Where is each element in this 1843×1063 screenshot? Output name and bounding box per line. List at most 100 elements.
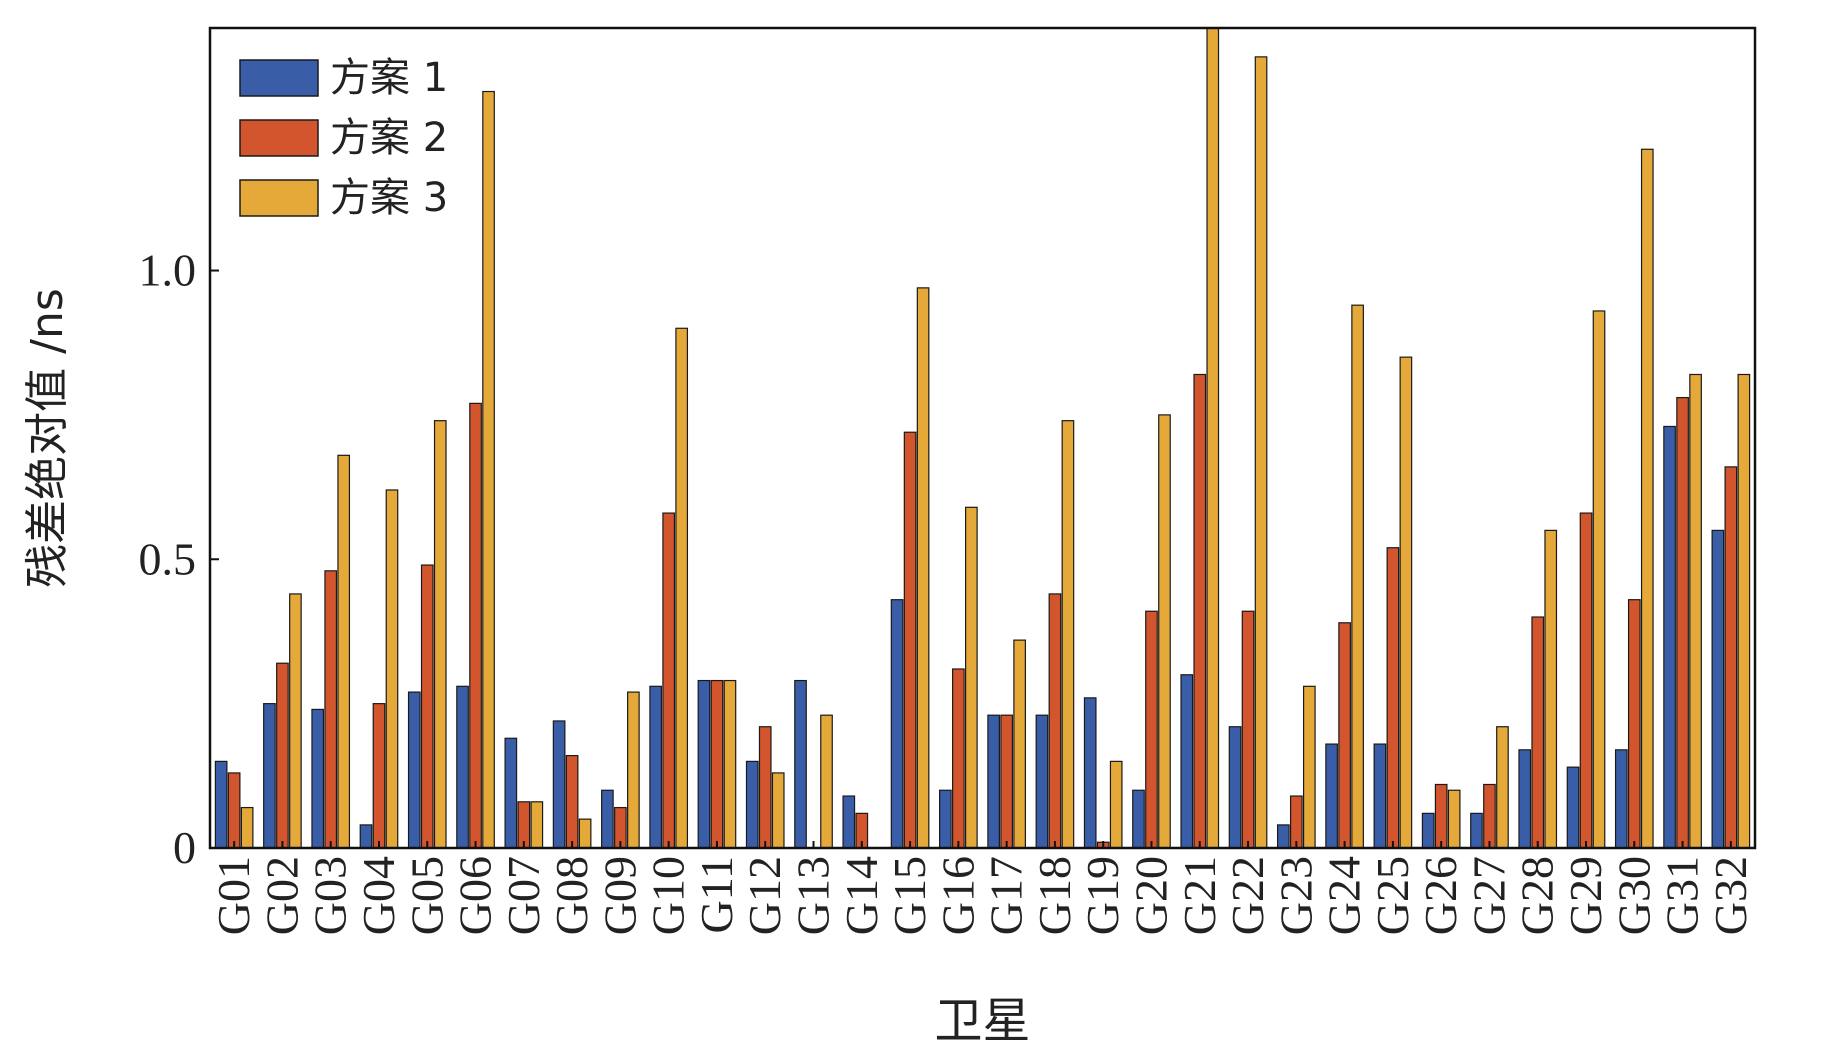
bar-G20-series-1 xyxy=(1132,789,1145,849)
bar-G01-series-1 xyxy=(214,760,228,849)
bar-G04-series-2 xyxy=(372,703,386,849)
bar-G19-series-3 xyxy=(1109,760,1123,849)
bar-G20-series-2 xyxy=(1145,610,1158,849)
x-tick-label-G17: G17 xyxy=(981,856,1032,935)
bar-G28-series-1 xyxy=(1518,749,1532,849)
bar-G15-series-1 xyxy=(890,599,904,849)
bar-G08-series-3 xyxy=(578,818,592,849)
bar-G28-series-3 xyxy=(1544,529,1558,849)
x-tick-label-G31: G31 xyxy=(1657,856,1708,935)
bar-G22-series-2 xyxy=(1241,610,1255,849)
bar-G30-series-1 xyxy=(1614,749,1628,849)
bar-G29-series-2 xyxy=(1579,512,1593,849)
bar-G27-series-1 xyxy=(1470,812,1483,849)
x-tick-label-G08: G08 xyxy=(546,856,597,935)
bar-G17-series-2 xyxy=(1000,714,1013,849)
x-tick-label-G26: G26 xyxy=(1415,856,1466,935)
bar-G12-series-1 xyxy=(745,760,759,849)
bar-G17-series-3 xyxy=(1013,639,1026,849)
bar-G19-series-1 xyxy=(1083,697,1097,849)
legend-label-series-3: 方案 3 xyxy=(330,175,448,221)
x-tick-label-G32: G32 xyxy=(1705,856,1756,935)
bar-G32-series-2 xyxy=(1724,466,1738,849)
bar-G13-series-3 xyxy=(820,714,833,849)
bar-G29-series-3 xyxy=(1592,310,1606,849)
x-tick-label-G13: G13 xyxy=(788,856,839,935)
x-tick-label-G19: G19 xyxy=(1077,856,1128,935)
x-tick-label-G06: G06 xyxy=(450,856,501,935)
y-tick-label: 0.5 xyxy=(139,533,197,584)
x-tick-label-G18: G18 xyxy=(1029,856,1080,935)
y-tick-label: 1.0 xyxy=(139,245,197,296)
x-axis-title: 卫星 xyxy=(934,993,1030,1049)
bar-G26-series-1 xyxy=(1421,812,1435,849)
bar-G08-series-1 xyxy=(552,720,566,849)
bar-G05-series-1 xyxy=(407,691,421,849)
bar-G23-series-3 xyxy=(1302,685,1316,849)
x-tick-label-G20: G20 xyxy=(1126,856,1177,935)
bar-G11-series-1 xyxy=(697,679,711,849)
bar-G31-series-2 xyxy=(1676,396,1689,849)
bar-G27-series-2 xyxy=(1483,783,1496,849)
bar-G26-series-3 xyxy=(1447,789,1461,849)
x-tick-label-G16: G16 xyxy=(932,856,983,935)
bar-G07-series-3 xyxy=(530,801,544,849)
legend-swatch-series-1 xyxy=(239,59,319,97)
bar-G10-series-1 xyxy=(649,685,663,849)
bar-G27-series-3 xyxy=(1496,726,1509,849)
bar-G09-series-3 xyxy=(627,691,640,849)
bar-G10-series-2 xyxy=(662,512,676,849)
bar-G06-series-3 xyxy=(482,90,495,849)
y-tick-label: 0 xyxy=(173,822,196,873)
bar-G31-series-3 xyxy=(1689,373,1702,849)
bar-G09-series-1 xyxy=(601,789,614,849)
legend: 方案 1 方案 2 方案 3 xyxy=(239,55,448,221)
x-tick-label-G25: G25 xyxy=(1367,856,1418,935)
x-tick-label-G11: G11 xyxy=(691,856,742,934)
legend-label-series-1: 方案 1 xyxy=(330,55,448,101)
x-tick-label-G02: G02 xyxy=(256,856,307,935)
bar-G30-series-3 xyxy=(1640,148,1654,849)
bar-G20-series-3 xyxy=(1158,414,1171,849)
bar-G03-series-1 xyxy=(311,708,325,849)
x-tick-label-G21: G21 xyxy=(1174,856,1225,935)
x-tick-label-G09: G09 xyxy=(594,856,645,935)
x-tick-label-G30: G30 xyxy=(1608,856,1659,935)
bar-G32-series-3 xyxy=(1737,373,1751,849)
bar-G23-series-1 xyxy=(1276,824,1290,849)
bar-G21-series-1 xyxy=(1180,674,1194,849)
x-tick-label-G24: G24 xyxy=(1319,856,1370,935)
bar-G03-series-3 xyxy=(337,454,351,849)
bar-G11-series-3 xyxy=(723,679,737,849)
bar-G28-series-2 xyxy=(1531,616,1545,849)
bar-G29-series-1 xyxy=(1566,766,1580,849)
x-tick-label-G23: G23 xyxy=(1270,856,1321,935)
bar-G04-series-3 xyxy=(385,489,399,849)
bar-G25-series-2 xyxy=(1386,547,1400,849)
bar-G23-series-2 xyxy=(1289,795,1303,849)
bar-G05-series-3 xyxy=(433,420,447,849)
x-tick-label-G12: G12 xyxy=(739,856,790,935)
x-tick-label-G01: G01 xyxy=(208,856,259,935)
x-tick-label-G04: G04 xyxy=(353,856,404,935)
x-tick-label-G29: G29 xyxy=(1560,856,1611,935)
bar-G15-series-2 xyxy=(903,431,917,849)
bar-G01-series-2 xyxy=(227,772,241,849)
bar-G01-series-3 xyxy=(240,806,254,849)
x-tick-label-G22: G22 xyxy=(1222,856,1273,935)
bar-G22-series-3 xyxy=(1254,56,1268,849)
bar-G31-series-1 xyxy=(1663,425,1676,849)
bar-G16-series-3 xyxy=(965,506,978,849)
bar-G02-series-3 xyxy=(289,593,302,849)
x-tick-label-G27: G27 xyxy=(1464,856,1515,935)
x-axis-ticks: G01G02G03G04G05G06G07G08G09G10G11G12G13G… xyxy=(208,856,1756,935)
x-tick-label-G10: G10 xyxy=(643,856,694,935)
bar-G02-series-1 xyxy=(263,703,276,849)
legend-label-series-2: 方案 2 xyxy=(330,115,448,161)
x-tick-label-G05: G05 xyxy=(401,856,452,935)
bar-G14-series-1 xyxy=(842,795,856,849)
bar-G24-series-1 xyxy=(1325,743,1338,849)
bar-G25-series-3 xyxy=(1399,356,1413,849)
bar-G07-series-1 xyxy=(504,737,518,849)
